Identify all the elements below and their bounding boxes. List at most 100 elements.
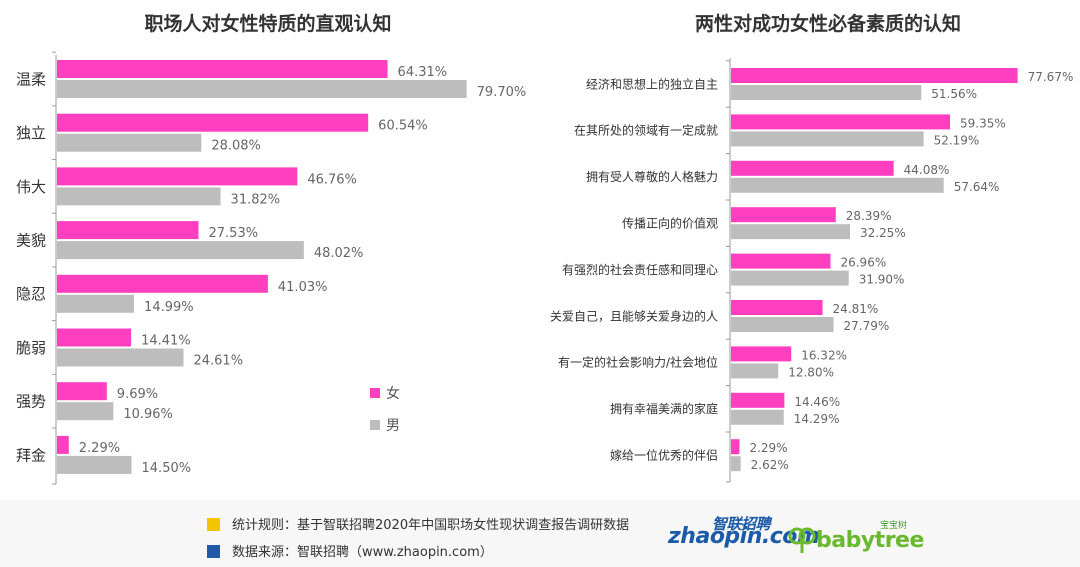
left-bar-male xyxy=(57,133,202,152)
right-category-label: 在其所处的领域有一定成就 xyxy=(574,123,718,138)
left-value-label: 41.03% xyxy=(278,280,328,295)
left-value-label: 64.31% xyxy=(398,65,448,80)
right-bar-female xyxy=(731,68,1018,83)
right-bar-male xyxy=(731,317,834,332)
left-bar-male xyxy=(57,294,135,313)
right-value-label: 77.67% xyxy=(1028,70,1074,84)
right-bar-male xyxy=(731,409,784,425)
right-value-label: 14.29% xyxy=(794,412,840,426)
left-value-label: 28.08% xyxy=(211,139,261,154)
zhaopin-logo-cn: 智联招聘 xyxy=(712,515,771,533)
right-value-label: 2.62% xyxy=(751,458,789,472)
right-value-label: 24.81% xyxy=(833,302,879,316)
right-value-label: 12.80% xyxy=(788,365,834,379)
left-category-label: 温柔 xyxy=(16,70,46,88)
left-bar-male xyxy=(57,80,467,98)
right-value-label: 27.79% xyxy=(844,319,890,333)
right-category-label: 拥有受人尊敬的人格魅力 xyxy=(586,169,718,184)
right-bar-female xyxy=(731,439,740,455)
left-category-label: 伟大 xyxy=(16,178,46,196)
right-value-label: 16.32% xyxy=(801,348,847,362)
right-bar-male xyxy=(731,270,849,286)
left-bar-male xyxy=(57,241,304,260)
right-bar-male xyxy=(731,363,779,379)
left-category-label: 拜金 xyxy=(16,446,46,464)
left-category-label: 脆弱 xyxy=(16,339,46,357)
right-value-label: 31.90% xyxy=(859,273,905,287)
right-bar-male xyxy=(731,456,741,472)
right-bar-female xyxy=(731,114,951,130)
left-value-label: 46.76% xyxy=(307,172,357,187)
right-value-label: 59.35% xyxy=(960,116,1006,130)
right-bar-female xyxy=(731,160,894,176)
right-bar-male xyxy=(731,177,944,193)
right-bar-female xyxy=(731,300,823,315)
legend-female-label: 女 xyxy=(386,385,400,402)
left-value-label: 10.96% xyxy=(123,407,173,422)
left-chart-title: 职场人对女性特质的直观认知 xyxy=(144,12,391,35)
left-bar-female xyxy=(57,274,268,293)
zhaopin-logo: 智联招聘 zhaopin.com xyxy=(668,515,820,549)
left-bar-female xyxy=(57,435,69,454)
left-value-label: 14.99% xyxy=(144,300,194,315)
right-value-label: 14.46% xyxy=(794,395,840,409)
left-bar-male xyxy=(57,348,184,367)
right-bar-female xyxy=(731,207,836,223)
right-chart-title: 两性对成功女性必备素质的认知 xyxy=(695,12,961,35)
left-value-label: 24.61% xyxy=(193,354,243,369)
left-value-label: 48.02% xyxy=(314,246,364,261)
left-bar-male xyxy=(57,402,114,421)
chart-canvas: 职场人对女性特质的直观认知 两性对成功女性必备素质的认知 温柔 64.31% 79.… xyxy=(16,12,1074,485)
left-category-label: 隐忍 xyxy=(16,285,46,303)
left-category-label: 强势 xyxy=(16,393,46,411)
right-value-label: 2.29% xyxy=(749,441,787,455)
babytree-logo-word: babytree xyxy=(816,528,924,553)
right-value-label: 28.39% xyxy=(846,209,892,223)
right-value-label: 52.19% xyxy=(934,133,980,147)
source-text: 数据来源：智联招聘（www.zhaopin.com） xyxy=(232,545,493,560)
right-category-label: 传播正向的价值观 xyxy=(622,216,718,231)
right-bar-female xyxy=(731,392,785,408)
right-value-label: 44.08% xyxy=(904,163,950,177)
right-category-label: 嫁给一位优秀的伴侣 xyxy=(610,448,718,463)
right-value-label: 32.25% xyxy=(860,226,906,240)
right-value-label: 26.96% xyxy=(840,256,886,270)
stat-rule-text: 统计规则：基于智联招聘2020年中国职场女性现状调查报告调研数据 xyxy=(232,518,630,533)
left-value-label: 14.50% xyxy=(142,461,192,476)
right-bar-male xyxy=(731,224,851,240)
right-category-label: 拥有幸福美满的家庭 xyxy=(610,401,718,416)
left-bar-female xyxy=(57,328,132,347)
stat-rule-square-icon xyxy=(207,518,220,531)
right-category-label: 经济和思想上的独立自主 xyxy=(586,76,718,91)
right-value-label: 57.64% xyxy=(954,180,1000,194)
left-value-label: 14.41% xyxy=(141,334,191,349)
right-bar-female xyxy=(731,253,831,269)
right-category-label: 关爱自己，且能够关爱身边的人 xyxy=(550,308,718,323)
left-bar-female xyxy=(57,382,107,401)
left-value-label: 9.69% xyxy=(117,387,158,402)
left-value-label: 2.29% xyxy=(79,441,120,456)
source-square-icon xyxy=(207,545,220,558)
right-category-label: 有强烈的社会责任感和同理心 xyxy=(562,262,718,277)
left-value-label: 79.70% xyxy=(477,85,527,100)
left-bar-female xyxy=(57,167,298,186)
babytree-logo-tag: 宝宝树 xyxy=(880,521,908,531)
left-bar-male xyxy=(57,187,221,206)
right-plot: 经济和思想上的独立自主 77.67% 51.56% 在其所处的领域有一定成就 59.35… xyxy=(550,58,1074,483)
left-bar-female xyxy=(57,60,388,78)
left-value-label: 60.54% xyxy=(378,119,428,134)
legend: 女 男 xyxy=(370,385,400,434)
stat-rule-note: 统计规则：基于智联招聘2020年中国职场女性现状调查报告调研数据 xyxy=(207,514,629,533)
left-category-label: 美貌 xyxy=(16,232,46,250)
left-plot: 温柔 64.31% 79.70% 独立 60.54% 28.08% 伟大 46.76% 31.8… xyxy=(16,51,527,485)
left-bar-female xyxy=(57,221,199,240)
right-bar-male xyxy=(731,85,922,100)
right-bar-female xyxy=(731,346,792,362)
right-category-label: 有一定的社会影响力/社会地位 xyxy=(558,355,718,370)
left-value-label: 27.53% xyxy=(209,226,259,241)
left-value-label: 31.82% xyxy=(231,192,281,207)
right-value-label: 51.56% xyxy=(931,87,977,101)
footer xyxy=(0,500,1080,567)
babytree-leaf-icon xyxy=(788,527,816,553)
legend-male-swatch xyxy=(370,420,380,430)
